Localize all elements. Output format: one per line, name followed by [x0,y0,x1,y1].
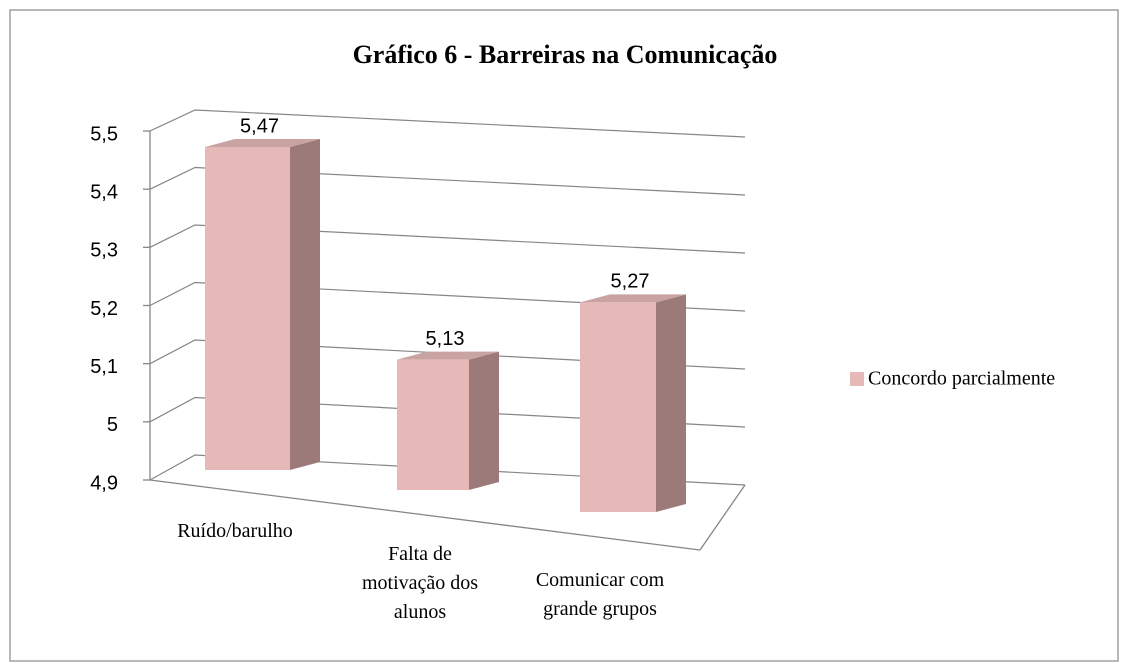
bar-top [397,351,499,360]
bar-side [469,351,499,490]
y-tick-label: 4,9 [90,472,118,494]
x-tick-label: Comunicar com grande grupos [535,569,665,620]
grid-line [149,281,746,312]
bar [580,302,656,512]
bar-top [580,294,686,303]
grid-line [149,339,746,370]
y-tick-label: 5,1 [90,356,118,378]
grid-line [149,109,746,138]
y-tick-label: 5,5 [90,123,118,145]
legend-label: Concordo parcialmente [868,368,1055,390]
bar-side [656,294,686,512]
grid-line [149,166,746,196]
value-label: 5,13 [426,328,465,350]
y-tick-label: 5 [107,414,118,436]
y-tick-label: 5,2 [90,298,118,320]
y-tick-label: 5,4 [90,181,118,203]
wall-edge [699,484,746,551]
x-tick-label: Falta de motivação dos alunos [361,543,479,623]
grid-line [149,396,746,428]
bar [205,147,290,470]
bar [397,359,469,490]
legend-swatch [850,372,864,386]
bar-side [290,139,320,470]
bar-top [205,139,320,147]
grid-line [149,454,746,486]
chart-border [9,9,1119,662]
y-tick-label: 5,3 [90,240,118,262]
grid-line [149,224,746,254]
wall-edge [149,479,701,551]
value-label: 5,27 [611,271,650,293]
x-tick-label: Ruído/barulho [177,520,293,542]
value-label: 5,47 [240,115,279,137]
chart-title: Gráfico 6 - Barreiras na Comunicação [353,40,778,69]
